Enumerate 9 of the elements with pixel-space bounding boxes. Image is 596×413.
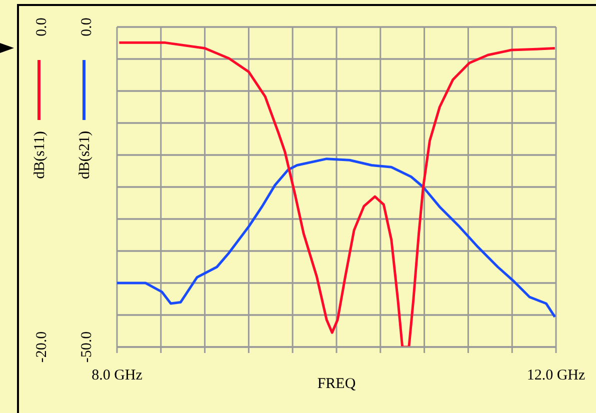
y-tick-label: -50.0 [79,331,95,363]
x-tick-label: 12.0 GHz [526,368,586,384]
line-series [117,158,556,318]
y-axis-title: dB(s21) [77,130,93,180]
y2-axis-title: dB(s11) [32,131,48,179]
x-tick-label: 8.0 GHz [92,368,143,384]
y2-tick-label: 0.0 [34,18,50,36]
y2-tick-label: -20.0 [34,331,50,363]
x-axis-title: FREQ [317,376,356,392]
